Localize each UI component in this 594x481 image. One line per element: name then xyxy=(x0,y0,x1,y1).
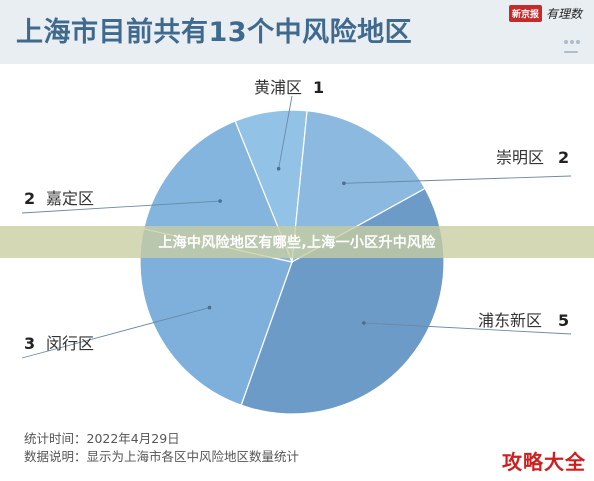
source-logo-secondary: 有理数 xyxy=(545,7,582,21)
pie-slice xyxy=(291,110,426,264)
watermark: 攻略大全 xyxy=(502,450,586,474)
source-logo: 新京报 有理数 xyxy=(508,5,582,22)
label-name-pudong: 浦东新区 xyxy=(478,311,542,330)
header-bar: 上海市目前共有13个中风险地区 新京报 有理数 xyxy=(0,0,594,64)
footnote-explain: 数据说明：显示为上海市各区中风险地区数量统计 xyxy=(24,449,300,464)
page-title: 上海市目前共有13个中风险地区 xyxy=(16,17,413,48)
label-num-huangpu: 1 xyxy=(313,78,324,97)
leader-line xyxy=(343,175,572,184)
label-name-jiading: 嘉定区 xyxy=(46,189,94,208)
leader-lines xyxy=(21,95,572,359)
source-logo-primary: 新京报 xyxy=(508,5,542,22)
leader-dot xyxy=(362,321,366,325)
leader-line xyxy=(21,200,221,214)
label-num-pudong: 5 xyxy=(558,311,569,330)
caption-banner: 上海中风险地区有哪些,上海一小区升中风险 xyxy=(0,226,594,258)
caption-banner-text: 上海中风险地区有哪些,上海一小区升中风险 xyxy=(158,235,436,251)
label-name-chongming: 崇明区 xyxy=(496,148,544,167)
label-num-minhang: 3 xyxy=(24,334,35,353)
leader-dot xyxy=(342,181,346,186)
label-num-jiading: 2 xyxy=(24,189,35,208)
leader-dot xyxy=(276,166,281,171)
leader-line xyxy=(21,307,210,359)
leader-dot xyxy=(218,199,222,203)
label-num-chongming: 2 xyxy=(558,148,569,167)
decorative-dots-icon xyxy=(564,29,584,53)
label-name-huangpu: 黄浦区 xyxy=(254,78,302,97)
pie-slices xyxy=(139,109,445,415)
leader-dot xyxy=(207,305,212,310)
label-name-minhang: 闵行区 xyxy=(46,334,94,353)
leader-line xyxy=(278,95,293,169)
leader-line xyxy=(363,322,572,335)
footnote-time: 统计时间：2022年4月29日 xyxy=(24,431,180,446)
